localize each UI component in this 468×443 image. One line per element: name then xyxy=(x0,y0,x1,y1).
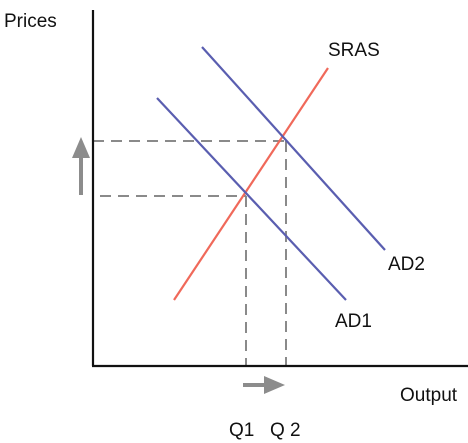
axes xyxy=(91,10,468,368)
right-arrow-icon xyxy=(243,376,285,394)
y-axis-label: Prices xyxy=(4,11,57,32)
ad1-label: AD1 xyxy=(335,311,372,332)
sras-label: SRAS xyxy=(328,40,380,61)
x-axis-label: Output xyxy=(400,385,458,406)
ad2-curve xyxy=(201,46,386,251)
ad2-label: AD2 xyxy=(388,254,425,275)
q2-label: Q 2 xyxy=(270,420,301,441)
sras-curve xyxy=(173,67,329,301)
ad1-curve xyxy=(156,97,347,301)
q1-label: Q1 xyxy=(229,420,254,441)
up-arrow-icon xyxy=(72,137,90,195)
guide-lines xyxy=(93,140,287,366)
